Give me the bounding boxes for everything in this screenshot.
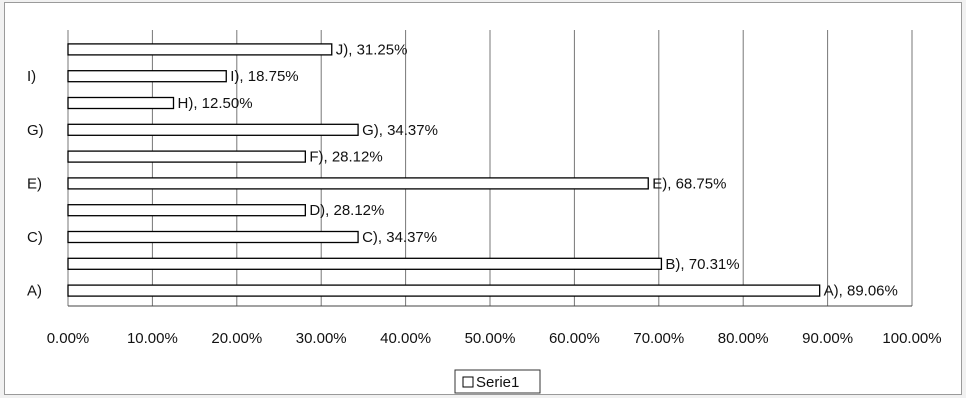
bar-a [68,285,820,296]
x-tick-label: 10.00% [127,330,178,347]
category-tick-label: E) [27,175,42,192]
x-tick-label: 90.00% [802,330,853,347]
bar-h [68,98,174,109]
bar-c [68,232,358,243]
bar-b [68,258,661,269]
legend-label: Serie1 [476,374,519,391]
bar-data-label: E), 68.75% [652,175,726,192]
x-tick-label: 40.00% [380,330,431,347]
x-tick-label: 0.00% [47,330,90,347]
legend-swatch [463,377,473,387]
x-tick-label: 100.00% [882,330,941,347]
bar-e [68,178,648,189]
bar-i [68,71,226,82]
category-tick-label: I) [27,68,36,85]
category-tick-label: A) [27,283,42,300]
bar-j [68,44,332,55]
category-tick-label: C) [27,229,43,246]
bar-data-label: D), 28.12% [309,202,384,219]
bar-data-label: G), 34.37% [362,122,438,139]
bar-data-label: A), 89.06% [824,283,898,300]
bar-d [68,205,305,216]
bar-data-label: B), 70.31% [665,256,739,273]
x-tick-label: 30.00% [296,330,347,347]
x-tick-label: 70.00% [633,330,684,347]
legend: Serie1 [455,370,540,393]
bar-data-label: J), 31.25% [336,41,408,58]
bar-data-label: F), 28.12% [309,149,382,166]
category-tick-label: G) [27,122,44,139]
bar-data-label: H), 12.50% [178,95,253,112]
bar-data-label: C), 34.37% [362,229,437,246]
x-tick-label: 50.00% [465,330,516,347]
x-tick-label: 60.00% [549,330,600,347]
x-tick-label: 80.00% [718,330,769,347]
chart-frame: A), 89.06% B), 70.31% C), 34.37% D), 28.12%… [4,2,962,395]
x-tick-label: 20.00% [211,330,262,347]
bar-g [68,124,358,135]
bar-chart: A), 89.06% B), 70.31% C), 34.37% D), 28.12%… [5,3,963,396]
bar-data-label: I), 18.75% [230,68,298,85]
bar-f [68,151,305,162]
